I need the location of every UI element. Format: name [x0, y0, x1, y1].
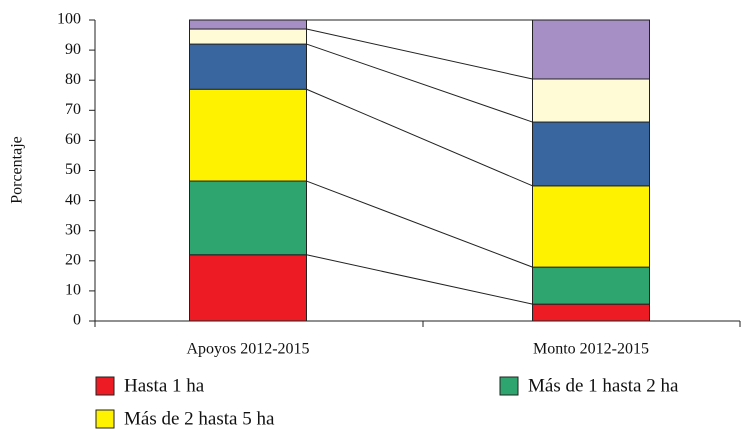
- y-tick-label: 100: [57, 11, 81, 28]
- legend-swatch: [95, 409, 115, 429]
- y-tick-label: 30: [65, 221, 81, 238]
- bar-segment: [532, 121, 650, 187]
- connector: [306, 28, 533, 80]
- bar-segment: [189, 28, 307, 45]
- y-tick-label: 20: [65, 251, 81, 268]
- bar-segment: [532, 185, 650, 268]
- bar-segment: [189, 43, 307, 90]
- bar-segment: [189, 19, 307, 30]
- connector: [306, 180, 533, 268]
- y-tick-label: 50: [65, 161, 81, 178]
- bar-segment: [532, 266, 650, 305]
- y-tick-label: 70: [65, 101, 81, 118]
- bar-segment: [189, 254, 307, 322]
- legend-swatch: [499, 376, 519, 396]
- bar-segment: [189, 180, 307, 256]
- bar-segment: [532, 78, 650, 123]
- y-tick-label: 80: [65, 71, 81, 88]
- y-tick-label: 60: [65, 131, 81, 148]
- legend-label: Más de 2 hasta 5 ha: [124, 408, 275, 429]
- y-tick-label: 0: [73, 312, 81, 329]
- connector: [306, 88, 533, 187]
- legend-label: Más de 1 hasta 2 ha: [528, 375, 679, 396]
- bar-segment: [532, 19, 650, 80]
- connector: [306, 43, 533, 123]
- y-tick-label: 40: [65, 191, 81, 208]
- legend-swatch: [95, 376, 115, 396]
- y-axis-title: Porcentaje: [9, 136, 26, 204]
- bar-segment: [189, 88, 307, 182]
- x-tick-label: Monto 2012-2015: [533, 341, 649, 358]
- legend-label: Hasta 1 ha: [124, 375, 205, 396]
- bar-segment: [532, 303, 650, 322]
- x-tick-label: Apoyos 2012-2015: [186, 341, 309, 358]
- y-tick-label: 10: [65, 282, 81, 299]
- connector: [306, 254, 533, 305]
- y-tick-label: 90: [65, 41, 81, 58]
